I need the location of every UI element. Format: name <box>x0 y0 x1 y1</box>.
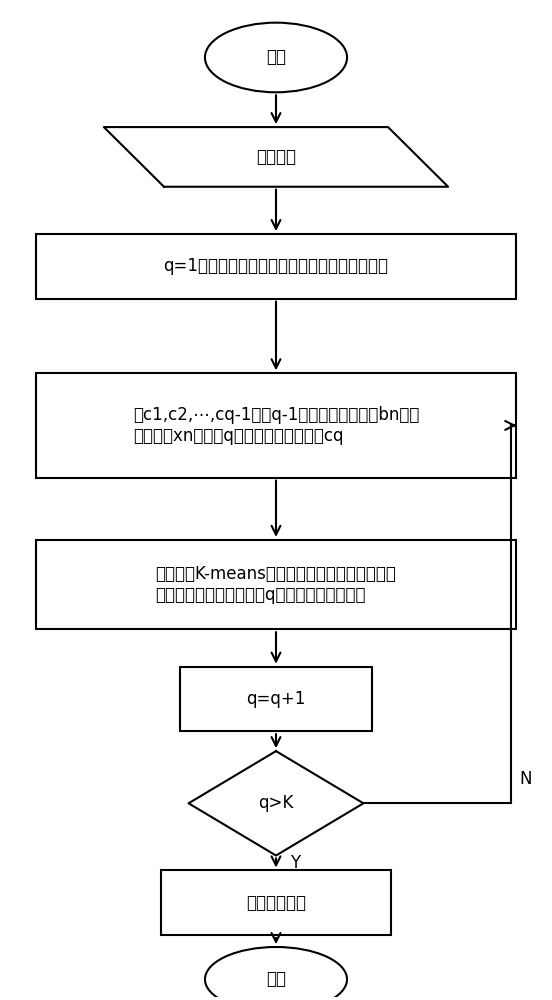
Bar <box>161 870 391 935</box>
Bar <box>181 667 371 731</box>
Text: 结束: 结束 <box>266 970 286 988</box>
Text: q>K: q>K <box>258 794 294 812</box>
Text: 输入数据: 输入数据 <box>256 148 296 166</box>
Bar <box>35 540 517 629</box>
Text: N: N <box>519 770 532 788</box>
Text: q=q+1: q=q+1 <box>246 690 306 708</box>
Bar <box>35 373 517 478</box>
Text: 开始: 开始 <box>266 48 286 66</box>
Text: Y: Y <box>290 854 300 872</box>
Text: q=1时，选取所有数据的均值作为初始聚类中心: q=1时，选取所有数据的均值作为初始聚类中心 <box>163 257 389 275</box>
Bar <box>35 234 517 299</box>
Text: 以c1,c2,⋯,cq-1为前q-1个簇中心，选择使bn最大
的样本点xn作为第q个簇的初始聚类中心cq: 以c1,c2,⋯,cq-1为前q-1个簇中心，选择使bn最大 的样本点xn作为第… <box>133 406 419 445</box>
Text: 保存聚类结果: 保存聚类结果 <box>246 894 306 912</box>
Text: 执行传统K-means算法，选择使误差平方准则函
数最小的的样本点作为第q个簇的最佳聚类中心: 执行传统K-means算法，选择使误差平方准则函 数最小的的样本点作为第q个簇的… <box>156 565 396 604</box>
